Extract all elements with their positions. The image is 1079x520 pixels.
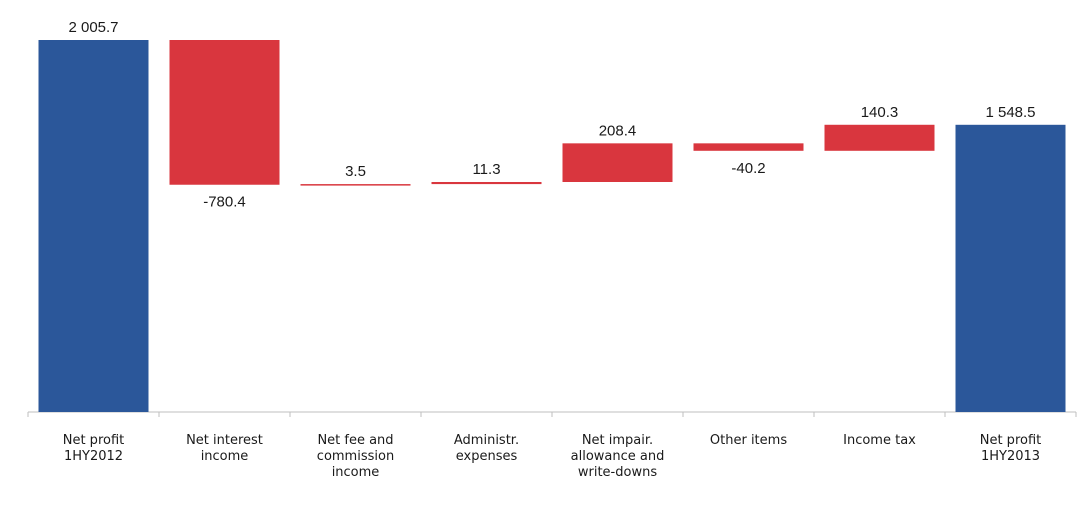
category-label-0: Net profit 1HY2012 xyxy=(63,433,125,464)
category-label-6: Income tax xyxy=(843,433,916,448)
category-label-2: Net fee and commission income xyxy=(317,433,394,480)
category-label-1: Net interest income xyxy=(186,433,263,464)
bar-4 xyxy=(563,143,673,182)
category-label-3: Administr. expenses xyxy=(454,433,519,464)
data-label-4: 208.4 xyxy=(599,122,637,139)
bar-6 xyxy=(825,125,935,151)
data-label-3: 11.3 xyxy=(472,161,500,178)
bar-3 xyxy=(432,182,542,184)
category-label-5: Other items xyxy=(710,433,787,448)
bar-5 xyxy=(694,143,804,150)
data-label-0: 2 005.7 xyxy=(68,19,118,36)
bar-0 xyxy=(39,40,149,412)
bar-1 xyxy=(170,40,280,185)
data-label-6: 140.3 xyxy=(861,104,899,121)
data-label-1: -780.4 xyxy=(203,194,246,211)
bar-2 xyxy=(301,184,411,186)
category-label-4: Net impair. allowance and write-downs xyxy=(571,433,665,480)
bar-7 xyxy=(956,125,1066,412)
data-label-2: 3.5 xyxy=(345,163,366,180)
data-label-7: 1 548.5 xyxy=(985,104,1035,121)
category-label-7: Net profit 1HY2013 xyxy=(980,433,1042,464)
data-label-5: -40.2 xyxy=(731,160,765,177)
